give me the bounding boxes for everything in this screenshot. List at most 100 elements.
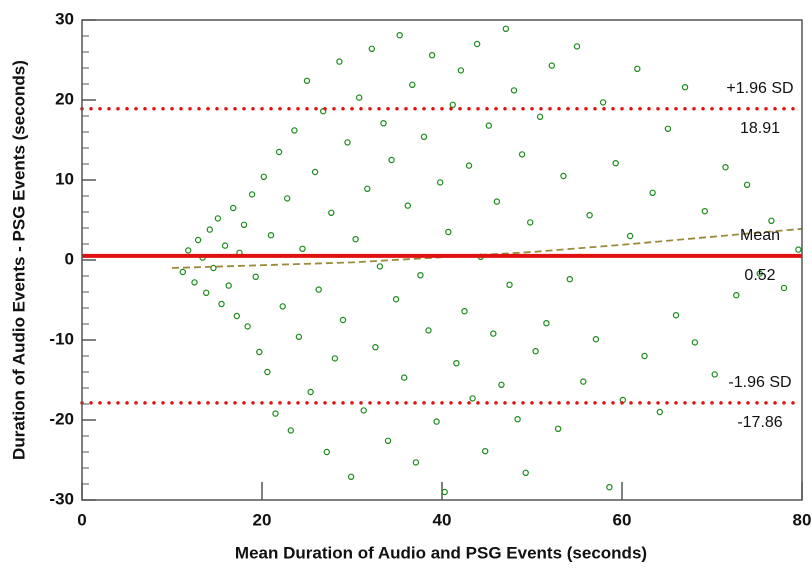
y-tick-label: -20 [49, 409, 74, 428]
point [202, 289, 210, 296]
point [360, 407, 367, 414]
point [510, 87, 518, 94]
point [543, 320, 550, 327]
point [392, 296, 400, 303]
point [437, 179, 444, 186]
y-tick-label: 0 [65, 249, 74, 268]
point [267, 231, 275, 239]
point [482, 448, 489, 455]
point [311, 168, 319, 176]
point [445, 228, 452, 236]
point [218, 300, 225, 308]
point [743, 181, 751, 188]
trend-line [171, 227, 803, 269]
point [649, 189, 656, 196]
point [307, 388, 314, 396]
point [756, 270, 763, 277]
point [566, 276, 574, 283]
point [461, 308, 468, 315]
y-tick-label: 30 [55, 9, 74, 28]
point [417, 272, 424, 279]
point [210, 264, 217, 272]
reference-value: -17.86 [737, 414, 782, 431]
y-tick-label: 20 [55, 89, 74, 108]
point [320, 107, 327, 115]
point [384, 437, 392, 444]
point [457, 67, 465, 74]
point [701, 207, 709, 215]
point [573, 43, 581, 50]
point [352, 235, 359, 243]
point [580, 378, 587, 385]
reference-value: 18.91 [740, 120, 780, 137]
point [256, 348, 263, 356]
point [664, 125, 672, 133]
point [502, 25, 510, 32]
point [315, 286, 322, 293]
point [380, 119, 387, 127]
point [592, 336, 600, 343]
point [612, 159, 619, 167]
reference-label: +1.96 SD [726, 80, 793, 97]
point [295, 333, 303, 340]
point [252, 273, 259, 280]
point [554, 425, 562, 432]
point [356, 94, 363, 101]
point [768, 217, 775, 224]
x-tick-label: 0 [77, 510, 86, 529]
x-axis-label: Mean Duration of Audio and PSG Events (s… [235, 543, 647, 562]
point [291, 127, 298, 134]
point [240, 221, 248, 228]
point [284, 195, 291, 202]
point [347, 473, 355, 480]
point [522, 469, 529, 476]
point [194, 236, 202, 244]
point [368, 45, 375, 53]
point [184, 247, 192, 254]
point [388, 156, 395, 164]
y-axis-label: Duration of Audio Events - PSG Events (s… [9, 60, 28, 460]
point [364, 185, 371, 192]
point [453, 360, 460, 367]
plot-frame [81, 19, 803, 501]
y-tick-label: -30 [49, 489, 74, 508]
point [641, 352, 648, 360]
point [518, 151, 526, 158]
point [420, 133, 428, 140]
point [248, 191, 256, 198]
point [376, 263, 384, 270]
point [191, 279, 198, 286]
point [672, 312, 680, 319]
point [606, 484, 613, 491]
point [733, 292, 740, 299]
point [272, 410, 279, 417]
point [711, 371, 718, 378]
point [498, 381, 505, 388]
point [493, 198, 501, 205]
point [287, 427, 294, 434]
point [722, 163, 729, 171]
point [634, 65, 641, 73]
point [404, 202, 411, 209]
reference-label: -1.96 SD [728, 374, 791, 391]
x-tick-label: 80 [793, 510, 812, 529]
point [626, 232, 634, 240]
point [206, 226, 213, 233]
reference-label: Mean [740, 227, 780, 244]
point [469, 395, 476, 402]
y-tick-label: 10 [55, 169, 74, 188]
x-tick-label: 60 [613, 510, 632, 529]
point [425, 327, 432, 334]
point [275, 148, 283, 156]
point [536, 113, 544, 121]
point [465, 162, 473, 169]
point [586, 211, 593, 219]
reference-value: 0.52 [744, 267, 775, 284]
point [599, 99, 607, 106]
point [506, 281, 513, 288]
point [221, 242, 229, 249]
point [449, 101, 456, 109]
point [433, 418, 440, 425]
point [681, 83, 689, 91]
